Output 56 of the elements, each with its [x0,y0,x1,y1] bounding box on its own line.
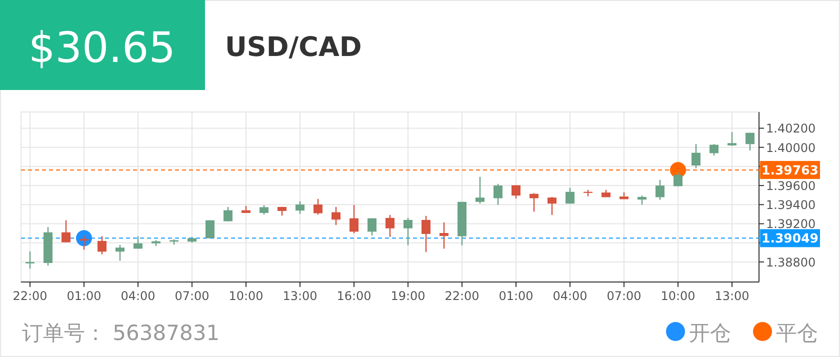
x-tick-label: 07:00 [606,289,642,303]
x-tick-label: 10:00 [228,289,264,303]
ref-line-label: 1.39763 [762,162,818,178]
y-tick-label: 1.40000 [766,140,816,155]
candlestick [224,206,232,222]
candlestick [710,143,718,156]
x-tick-label: 22:00 [12,289,48,303]
x-tick-label: 13:00 [282,289,318,303]
candlestick [350,204,358,234]
candlestick [116,244,124,262]
candlestick [512,184,520,200]
legend-label: 开仓 [689,321,731,345]
x-tick-label: 01:00 [66,289,102,303]
text: 订单号： 56387831 [22,321,220,345]
x-tick-label: 10:00 [660,289,696,303]
y-tick-label: 1.38800 [766,255,816,270]
candlestick [62,220,70,243]
ref-line-label: 1.39049 [762,230,818,246]
candlestick [476,176,484,204]
candlestick [296,200,304,215]
candlestick [404,217,412,246]
x-tick-label: 13:00 [714,289,750,303]
candlestick [692,143,700,169]
candlestick [728,132,736,146]
candlestick [674,172,682,187]
candlestick [206,220,214,239]
candlestick [332,206,340,226]
y-tick-label: 1.39400 [766,198,816,212]
x-tick-label: 04:00 [552,289,588,303]
candlestick [530,192,538,212]
x-tick-label: 22:00 [444,289,480,303]
candlestick [656,179,664,200]
candlestick [314,198,322,216]
candlestick [440,222,448,250]
candlestick [386,214,394,238]
x-tick-label: 04:00 [120,289,156,303]
x-tick-label: 19:00 [390,289,426,303]
candlestick [98,236,106,255]
candlestick [260,204,268,216]
candlestick [548,196,556,216]
x-tick-label: 01:00 [498,289,534,303]
candlestick [566,187,574,204]
legend-label: 平仓 [776,321,818,345]
y-tick-label: 1.40200 [766,122,816,136]
y-tick-label: 1.39600 [766,179,816,194]
candlestick [422,215,430,253]
candlestick [26,250,34,270]
y-tick-label: 1.39200 [766,217,816,232]
candlestick [746,132,754,152]
chart-title: $30.65 [28,23,176,72]
chart-subtitle: USD/CAD [225,32,362,63]
candlestick [368,218,376,236]
candlestick [494,183,502,206]
candlestick [134,236,142,250]
x-tick-label: 16:00 [336,289,372,303]
x-tick-label: 07:00 [174,289,210,303]
